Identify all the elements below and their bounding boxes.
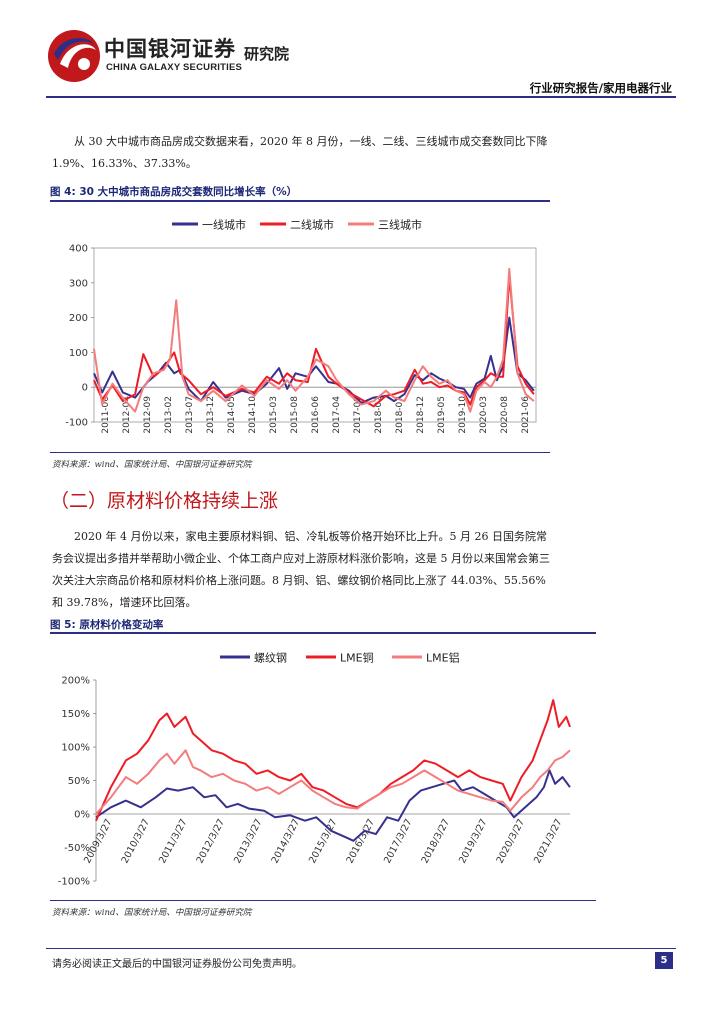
x-tick-label: 2017-04 (332, 396, 342, 434)
legend-label: 二线城市 (290, 218, 334, 232)
y-tick-label: -50% (64, 843, 90, 854)
x-tick-label: 2013-02 (164, 396, 174, 434)
figure-5-chart: 200% 150% 100% 50% 0% -50% -100% 2009/3/27 2010/… (58, 651, 571, 888)
figure-4-source: 资料来源：wind、国家统计局、中国银河证券研究院 (52, 460, 252, 470)
legend-label: LME铜 (340, 651, 374, 665)
x-tick-label: 2009/3/27 (82, 817, 115, 865)
series-line-1 (95, 769, 571, 842)
y-tick-label: 100 (69, 348, 88, 359)
x-tick-label: 2021-06 (521, 396, 531, 434)
x-tick-label: 2017-09 (353, 396, 363, 434)
report-type: 行业研究报告/家用电器行业 (529, 81, 672, 95)
section-title: （二）原材料价格持续上涨 (50, 490, 279, 512)
figure-5-top-rule (50, 632, 596, 634)
x-tick-label: 2013-07 (185, 396, 195, 434)
x-tick-label: 2021/3/27 (532, 817, 565, 865)
figure-4-bottom-rule (50, 452, 550, 453)
x-tick-label: 2018-12 (416, 396, 426, 434)
x-tick-label: 2019/3/27 (457, 817, 490, 865)
header-divider (46, 96, 676, 98)
y-tick-label: 300 (69, 278, 88, 289)
x-tick-label: 2013-12 (206, 396, 216, 434)
x-tick-label: 2018-07 (395, 396, 405, 434)
x-tick-label: 2017/3/27 (382, 817, 415, 865)
legend-label: 一线城市 (202, 218, 246, 232)
x-tick-label: 2011/3/27 (157, 817, 190, 865)
x-tick-label: 2011-06 (101, 396, 111, 434)
x-tick-label: 2014-05 (227, 396, 237, 434)
brand-name-cn: 中国银河证券 (104, 37, 236, 61)
brand-institute: 研究院 (244, 45, 290, 63)
legend-label: 螺纹钢 (254, 651, 287, 665)
series-line-3 (93, 267, 535, 413)
series-line-3 (95, 749, 571, 815)
x-tick-label: 2015-08 (290, 396, 300, 434)
brand-name-en: CHINA GALAXY SECURITIES (106, 62, 243, 73)
y-tick-label: 50% (68, 776, 90, 787)
x-tick-label: 2019-10 (458, 396, 468, 434)
x-tick-label: 2012-09 (143, 396, 153, 434)
series-line-2 (95, 699, 571, 822)
y-tick-label: 200 (69, 313, 88, 324)
x-tick-label: 2014-10 (248, 396, 258, 434)
legend-label: LME铝 (426, 651, 460, 665)
y-tick-label: 150% (61, 709, 90, 720)
x-tick-label: 2012-04 (122, 396, 132, 434)
y-tick-label: 400 (69, 244, 88, 255)
figure-5-title: 图 5: 原材料价格变动率 (50, 619, 164, 631)
x-tick-label: 2013/3/27 (232, 817, 265, 865)
paragraph-housing: 从 30 大中城市商品房成交数据来看，2020 年 8 月份，一线、二线、三线城… (52, 135, 548, 170)
x-tick-label: 2018-02 (374, 396, 384, 434)
y-tick-label: -100 (65, 418, 88, 429)
galaxy-logo-icon (48, 30, 100, 82)
x-tick-label: 2018/3/27 (420, 817, 453, 865)
y-tick-label: 0% (74, 810, 90, 821)
figure-4-chart: 400 300 200 100 0 -100 2011-06 2012-04 2012-09 20… (65, 218, 537, 434)
x-tick-label: 2020/3/27 (495, 817, 528, 865)
figure-4-top-rule (50, 200, 550, 202)
figure-5-source: 资料来源：wind、国家统计局、中国银河证券研究院 (52, 908, 252, 918)
figure-5-bottom-rule (50, 900, 596, 901)
footer-divider (46, 948, 676, 949)
x-tick-label: 2016/3/27 (345, 817, 378, 865)
y-tick-label: 0 (82, 383, 88, 394)
legend-label: 三线城市 (378, 218, 422, 232)
x-tick-label: 2012/3/27 (195, 817, 228, 865)
y-tick-label: 100% (61, 743, 90, 754)
paragraph-materials: 2020 年 4 月份以来，家电主要原材料铜、铝、冷轧板等价格开始环比上升。5 … (52, 530, 550, 609)
y-tick-label: -100% (58, 877, 90, 888)
x-tick-label: 2015-03 (269, 396, 279, 434)
x-tick-label: 2019-05 (437, 396, 447, 434)
page-number: 5 (655, 952, 673, 969)
figure-4-title: 图 4: 30 大中城市商品房成交套数同比增长率（%） (50, 186, 298, 198)
series-line-2 (93, 274, 535, 408)
footer-disclaimer: 请务必阅读正文最后的中国银河证券股份公司免责声明。 (52, 959, 302, 970)
x-tick-label: 2016-06 (311, 396, 321, 434)
plot-frame (93, 247, 537, 423)
x-tick-label: 2020-08 (500, 396, 510, 434)
y-tick-label: 200% (61, 676, 90, 687)
x-tick-label: 2014/3/27 (270, 817, 303, 865)
x-tick-label: 2020-03 (479, 396, 489, 434)
x-tick-label: 2010/3/27 (120, 817, 153, 865)
